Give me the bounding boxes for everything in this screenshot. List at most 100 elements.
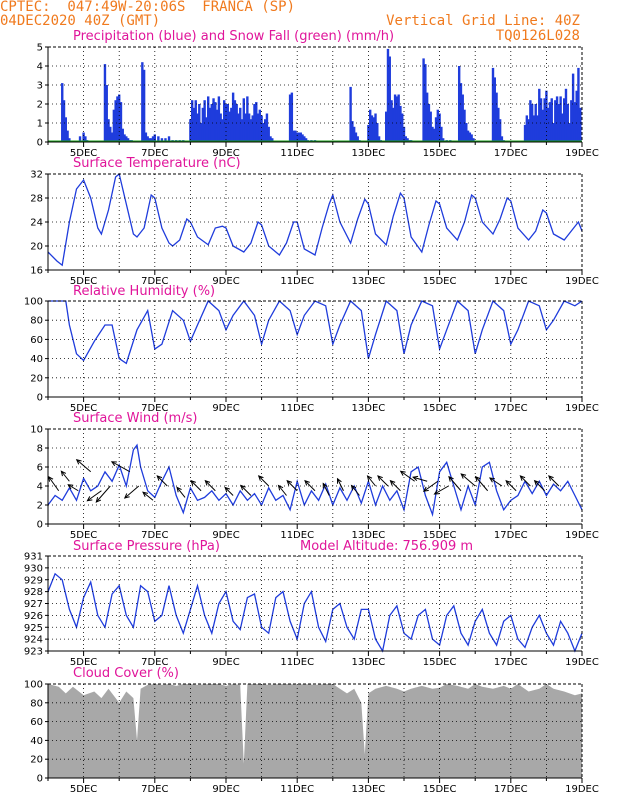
y-tick-label: 60 [30,335,43,346]
x-tick-label: 9DEC [212,530,239,541]
wind-arrow-head [412,475,419,481]
precip-bar [119,102,123,142]
precip-bar [217,96,221,142]
precip-bar [153,134,156,142]
precip-bar [470,134,473,142]
precip-bar [367,124,370,142]
precip-bar [146,136,149,142]
x-tick-label: 11DEC [280,403,314,414]
x-tick-label: 13DEC [352,657,386,668]
cloud-title: Cloud Cover (%) [73,666,179,681]
y-tick-label: 60 [30,717,43,728]
y-tick-label: 928 [24,587,43,598]
wind-arrow [60,470,70,482]
precip-bar [577,67,580,142]
y-tick-label: 927 [24,599,43,610]
precip-bar [532,115,536,142]
x-tick-label: 7DEC [141,148,168,159]
x-tick-label: 15DEC [423,530,457,541]
precip-bar [271,138,274,142]
wind-arrow-head [67,484,74,490]
wind-arrow-head [110,461,117,467]
precip-bar [548,102,552,142]
y-tick-label: 32 [30,170,43,181]
precip-bar [251,115,254,142]
wind-arrow [505,480,517,492]
precip-bar [433,128,436,142]
wind-arrow [142,491,154,501]
precip-bar [105,85,108,142]
wind-arrow [68,484,79,492]
wind-arrow-head [533,479,540,486]
y-tick-label: 20 [30,242,43,253]
precip-bar [541,109,545,142]
header-model-code: TQ0126L028 [495,28,580,44]
precip-bar [110,132,114,142]
precip-bar [144,132,148,142]
x-tick-label: 5DEC [70,276,97,287]
wind-arrow-head [304,479,310,486]
precip-bar [356,136,359,142]
wind-arrow-head [224,486,231,493]
wind-arrow-head [257,475,264,481]
wind-arrow [258,475,270,487]
pressure-title: Surface Pressure (hPa) [73,539,220,554]
x-tick-label: 15DEC [423,657,457,668]
x-tick-label: 11DEC [280,276,314,287]
precip-bar [406,138,409,142]
x-tick-label: 11DEC [280,148,314,159]
x-tick-label: 13DEC [352,784,386,795]
precip-bar [205,117,208,142]
precip-title: Precipitation (blue) and Snow Fall (gree… [73,29,395,44]
precip-bar [125,136,128,142]
wind-arrow [278,485,287,496]
precip-bar [233,100,237,142]
precip-bar [529,100,532,142]
precip-bar [422,58,425,142]
wind-arrow-head [48,475,54,482]
precip-bar [564,88,568,142]
wind-arrow-head [60,470,67,477]
precip-bar [498,119,502,142]
wind-arrow [351,485,360,496]
precip-bar [538,88,541,142]
precip-bar [148,138,151,142]
precip-bar [223,100,226,142]
wind-arrow-head [286,479,293,486]
wind-arrow [434,485,449,495]
precip-bar [566,104,569,142]
y-tick-label: 0 [37,520,43,531]
humidity-line [48,299,583,365]
wind-arrow-head [505,479,512,486]
precip-bar [221,119,224,142]
wind-line [47,443,583,518]
precip-bar [150,138,153,142]
precip-bar [555,96,559,142]
wind-arrow [400,470,415,482]
y-tick-label: 930 [24,563,43,574]
header-grid-line: Vertical Grid Line: 40Z [386,13,580,29]
precip-bar [561,113,564,142]
precip-bar [534,104,537,142]
y-tick-label: 923 [24,647,43,658]
y-tick-label: 0 [37,774,43,785]
y-tick-label: 6 [37,463,43,474]
temperature-line [47,172,583,267]
precip-bar [468,132,472,142]
wind-arrow-head [95,497,102,503]
precip-bar [228,111,231,142]
wind-arrow [48,476,60,492]
precip-bar [240,119,244,142]
precip-bar [303,136,306,142]
precip-bar [431,126,434,142]
precip-bar [164,138,167,142]
x-tick-label: 9DEC [212,276,239,287]
wind-arrow-head [322,482,328,489]
precip-bar [62,100,66,142]
precip-bar [116,96,119,142]
y-tick-label: 926 [24,611,43,622]
model-altitude: Model Altitude: 756.909 m [300,539,474,554]
precip-bar [491,67,495,142]
wind-arrow [423,480,439,492]
wind-arrow [548,475,560,487]
